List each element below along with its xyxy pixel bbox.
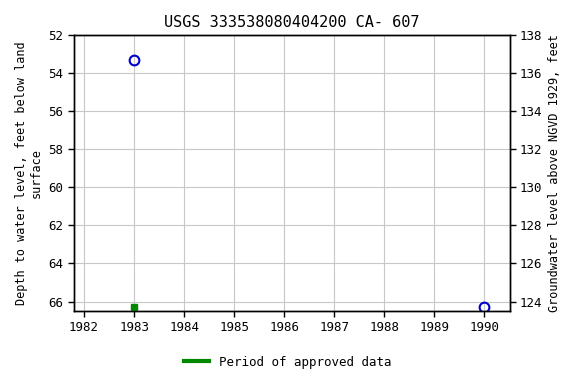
Y-axis label: Depth to water level, feet below land
surface: Depth to water level, feet below land su…	[15, 41, 43, 305]
Legend: Period of approved data: Period of approved data	[179, 351, 397, 374]
Title: USGS 333538080404200 CA- 607: USGS 333538080404200 CA- 607	[164, 15, 419, 30]
Y-axis label: Groundwater level above NGVD 1929, feet: Groundwater level above NGVD 1929, feet	[548, 34, 561, 312]
